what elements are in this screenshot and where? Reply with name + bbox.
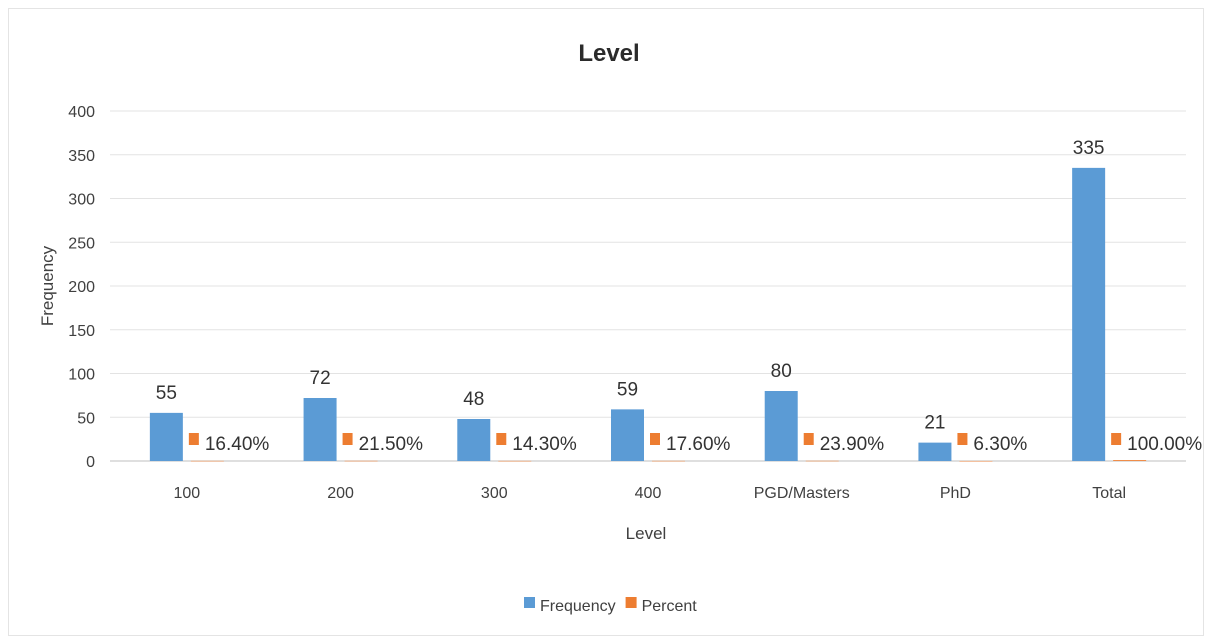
y-axis-ticks: 0 50 100 150 200 250 300 350 400 <box>68 104 95 471</box>
data-labels: 55 16.40% 72 21.50% 48 14.30% 59 17.60% 80 23.90%… <box>156 138 1202 455</box>
percent-bar <box>652 460 685 462</box>
gridlines <box>110 110 1186 462</box>
x-tick-label: 100 <box>174 485 201 502</box>
y-tick-label: 200 <box>68 279 95 296</box>
percent-data-label: 21.50% <box>359 434 424 455</box>
percent-label-marker <box>188 433 199 445</box>
x-tick-label: 300 <box>481 485 508 502</box>
x-tick-label: 200 <box>327 485 354 502</box>
x-axis-title: Level <box>626 524 667 543</box>
x-tick-label: PhD <box>940 485 971 502</box>
percent-bar <box>959 460 993 462</box>
percent-data-label: 17.60% <box>666 434 731 455</box>
legend-label: Frequency <box>540 598 616 615</box>
percent-data-label: 6.30% <box>973 434 1027 455</box>
frequency-data-label: 55 <box>156 383 177 404</box>
frequency-data-label: 72 <box>310 368 331 389</box>
percent-label-marker <box>957 433 968 445</box>
frequency-data-label: 335 <box>1073 138 1105 159</box>
percent-data-label: 14.30% <box>512 434 577 455</box>
frequency-bar <box>457 419 491 461</box>
bars <box>149 167 1147 462</box>
y-tick-label: 350 <box>68 148 95 165</box>
percent-data-label: 23.90% <box>820 434 885 455</box>
frequency-bar <box>303 398 337 461</box>
frequency-bar <box>918 442 952 461</box>
percent-label-marker <box>803 433 814 445</box>
frequency-data-label: 48 <box>463 389 484 410</box>
x-tick-label: 400 <box>635 485 662 502</box>
percent-data-label: 16.40% <box>205 434 270 455</box>
percent-data-label: 100.00% <box>1127 434 1202 455</box>
frequency-bar <box>149 412 183 461</box>
legend-label: Percent <box>642 598 698 615</box>
percent-bar <box>1113 460 1147 461</box>
percent-bar <box>805 460 839 462</box>
percent-label-marker <box>342 433 353 445</box>
percent-label-marker <box>496 433 507 445</box>
y-tick-label: 100 <box>68 367 95 384</box>
frequency-data-label: 21 <box>924 413 945 434</box>
frequency-bar <box>764 391 798 461</box>
frequency-data-label: 59 <box>617 379 638 400</box>
chart-title: Level <box>578 40 639 67</box>
legend: Frequency Percent <box>524 597 697 615</box>
x-tick-label: Total <box>1092 485 1126 502</box>
legend-swatch <box>625 597 637 608</box>
y-tick-label: 0 <box>86 454 95 471</box>
x-tick-label: PGD/Masters <box>754 485 850 502</box>
y-tick-label: 50 <box>77 410 95 427</box>
frequency-bar <box>611 409 644 461</box>
y-tick-label: 300 <box>68 192 95 209</box>
percent-label-marker <box>650 433 660 445</box>
percent-bar <box>190 460 224 462</box>
legend-swatch <box>524 597 535 608</box>
frequency-bar <box>1072 167 1106 461</box>
x-axis-ticks: 100 200 300 400 PGD/Masters PhD Total <box>174 485 1127 502</box>
frequency-data-label: 80 <box>771 361 792 382</box>
y-tick-label: 400 <box>68 104 95 121</box>
chart-frame <box>8 8 1204 636</box>
y-tick-label: 150 <box>68 323 95 340</box>
y-axis-title: Frequency <box>38 245 57 326</box>
y-tick-label: 250 <box>68 235 95 252</box>
percent-label-marker <box>1111 433 1122 445</box>
percent-bar <box>344 460 378 462</box>
percent-bar <box>498 460 532 462</box>
